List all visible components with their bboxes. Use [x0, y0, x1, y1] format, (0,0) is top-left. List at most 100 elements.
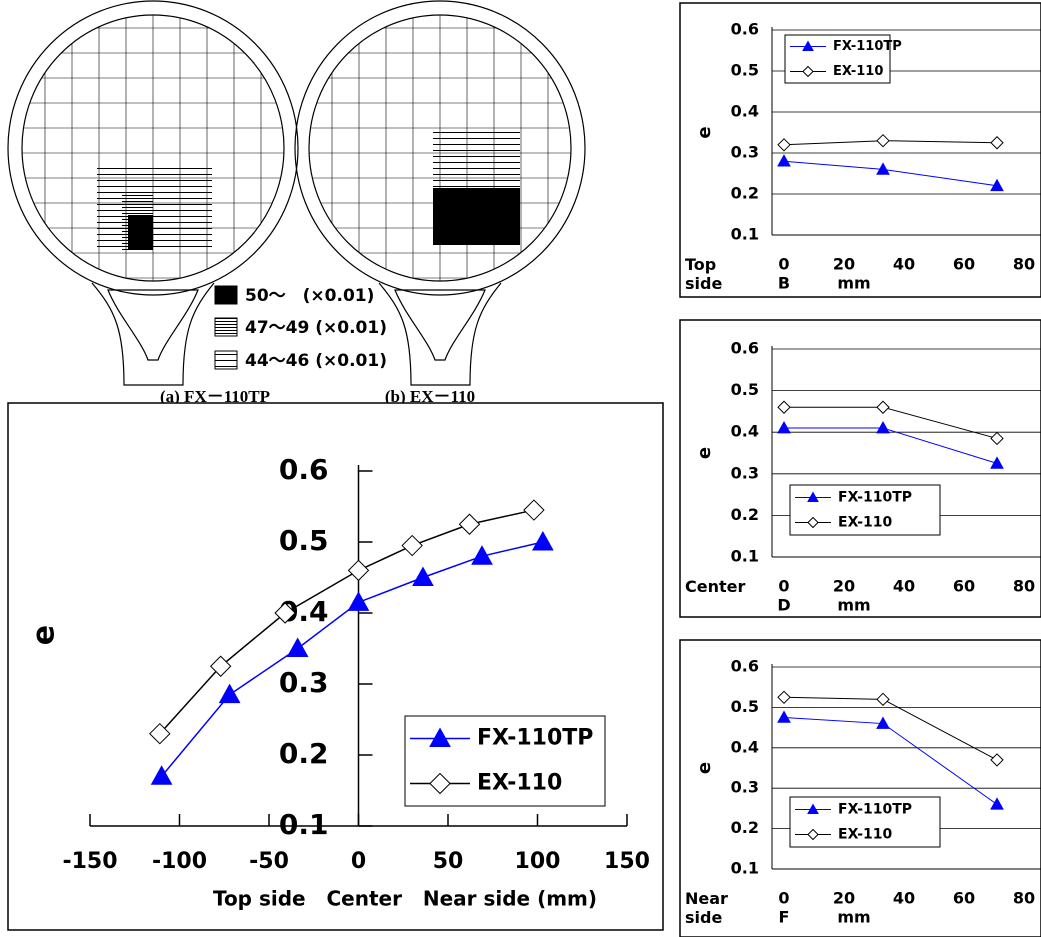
marker	[990, 136, 1004, 150]
legend-label: 47～49 (×0.01)	[245, 318, 387, 338]
y-tick-label: 0.6	[731, 20, 759, 39]
caption: (a) FX－110TP	[160, 387, 270, 406]
marker	[347, 591, 370, 611]
y-tick-label: 0.1	[731, 225, 759, 244]
x-tick-label: 20	[833, 577, 855, 596]
hatch-region	[433, 130, 520, 190]
marker	[471, 545, 493, 565]
x-tick-label: 150	[604, 849, 650, 874]
legend-marker	[807, 828, 819, 841]
y-tick-label: 0.1	[731, 547, 759, 566]
legend-marker	[429, 727, 451, 747]
x-tick-label: 0	[778, 889, 789, 908]
legend-label: 50～ (×0.01)	[245, 286, 374, 306]
marker	[990, 753, 1004, 767]
hatch-region	[433, 188, 520, 245]
x-tick-label: 20	[833, 255, 855, 274]
y-tick-label: 0.1	[731, 859, 759, 878]
unit-label: mm	[837, 596, 870, 615]
marker	[523, 499, 545, 521]
marker	[876, 133, 890, 148]
caption: (b) EX－110	[385, 387, 475, 406]
y-axis-label: e	[694, 126, 715, 138]
diagram-legend: 50～ (×0.01) 47～49 (×0.01) 44～46 (×0.01)	[214, 285, 387, 371]
marker	[401, 534, 423, 557]
y-tick-label: 0.4	[731, 737, 759, 756]
marker	[876, 400, 890, 414]
marker	[990, 178, 1004, 192]
x-tick-label: -100	[152, 849, 207, 874]
hatch-region	[97, 163, 212, 250]
legend-marker	[807, 491, 819, 502]
x-tick-label: 0	[778, 577, 789, 596]
legend-label: FX-110TP	[477, 726, 593, 751]
x-tick-label: 40	[893, 889, 915, 908]
marker	[777, 400, 791, 414]
legend-marker	[807, 803, 819, 814]
legend-label: FX-110TP	[833, 39, 902, 54]
row-label: Near side	[685, 889, 728, 927]
legend-swatch	[214, 285, 238, 305]
marker	[990, 431, 1004, 446]
legend-marker	[802, 65, 814, 78]
legend-label: FX-110TP	[838, 802, 912, 818]
legend-marker	[807, 516, 819, 529]
y-tick-label: 0.5	[731, 61, 759, 80]
legend-label: EX-110	[833, 64, 883, 79]
marker	[458, 513, 481, 535]
marker	[777, 421, 791, 434]
chart-frame	[679, 319, 1041, 618]
marker	[532, 530, 554, 551]
point-label: F	[779, 908, 790, 927]
x-tick-label: 0	[778, 255, 789, 274]
unit-label: mm	[837, 274, 870, 293]
y-tick-label: 0.1	[279, 808, 329, 841]
row-label: Top side	[685, 255, 723, 293]
legend-box	[789, 796, 941, 848]
y-tick-label: 0.4	[731, 422, 759, 441]
legend-box	[789, 484, 941, 536]
x-tick-label: 0	[351, 849, 366, 874]
y-tick-label: 0.3	[731, 143, 759, 162]
y-axis-label: e	[27, 625, 62, 645]
y-tick-label: 0.3	[731, 778, 759, 797]
marker	[150, 765, 173, 785]
x-tick-label: 60	[953, 889, 975, 908]
marker	[777, 154, 791, 167]
marker	[777, 710, 791, 723]
y-tick-label: 0.6	[279, 453, 329, 486]
marker	[347, 559, 370, 582]
marker	[149, 722, 171, 745]
x-tick-label: 80	[1013, 255, 1035, 274]
unit-label: mm	[837, 908, 870, 927]
legend-label: FX-110TP	[838, 490, 912, 506]
marker	[990, 456, 1004, 469]
y-tick-label: 0.5	[731, 380, 759, 399]
marker	[876, 421, 890, 434]
legend-label: EX-110	[838, 515, 893, 531]
x-tick-label: 80	[1013, 577, 1035, 596]
y-axis-label: e	[694, 447, 715, 459]
y-tick-label: 0.2	[279, 737, 329, 770]
y-tick-label: 0.5	[731, 697, 759, 716]
y-tick-label: 0.6	[731, 657, 759, 676]
marker	[777, 138, 791, 152]
point-label: D	[777, 596, 790, 615]
marker	[412, 566, 434, 586]
legend-box	[784, 34, 891, 84]
row-label: Center	[685, 577, 746, 596]
legend-label: 44～46 (×0.01)	[245, 351, 387, 371]
marker	[990, 797, 1004, 810]
x-axis-label: Top side Center Near side (mm)	[213, 887, 597, 911]
y-tick-label: 0.3	[731, 463, 759, 482]
marker	[209, 655, 232, 677]
y-tick-label: 0.2	[731, 818, 759, 837]
legend-swatch	[214, 317, 238, 337]
marker	[777, 690, 791, 705]
legend-marker	[802, 40, 814, 51]
legend-swatch	[214, 350, 238, 370]
legend-label: EX-110	[838, 827, 893, 843]
x-tick-label: -50	[249, 849, 289, 874]
